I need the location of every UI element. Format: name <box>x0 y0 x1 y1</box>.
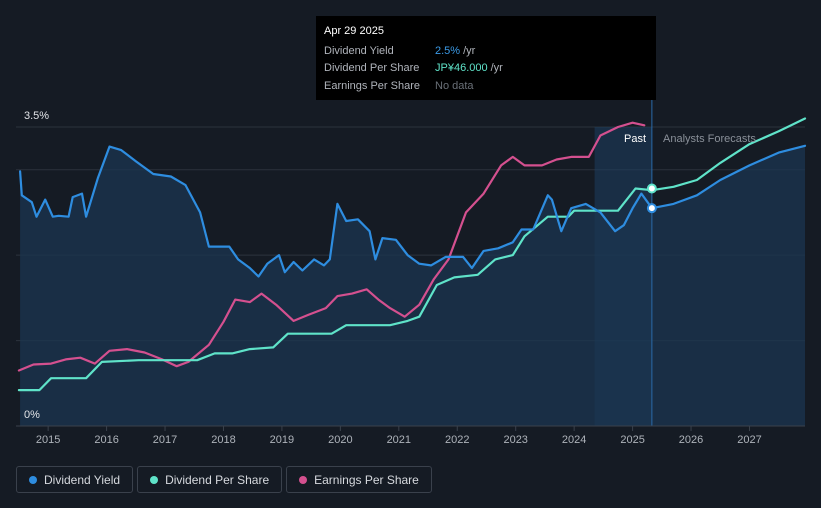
tooltip-row-dividend-per-share: Dividend Per Share JP¥46.000 /yr <box>324 60 648 78</box>
legend-item-dividend-yield[interactable]: Dividend Yield <box>16 466 134 493</box>
x-axis-ticks: 2015 2016 2017 2018 2019 2020 2021 2022 2023 2024… <box>36 426 762 446</box>
x-tick-label: 2021 <box>387 434 411 446</box>
legend-label: Dividend Per Share <box>165 472 270 487</box>
legend-label: Dividend Yield <box>44 472 121 487</box>
x-tick-label: 2024 <box>562 434 586 446</box>
x-tick-label: 2023 <box>503 434 527 446</box>
legend-dot-icon <box>150 475 159 484</box>
tooltip-value: 2.5% <box>435 44 461 57</box>
tooltip-date: Apr 29 2025 <box>324 25 384 37</box>
dividend-yield-line <box>19 144 807 278</box>
legend-dot-icon <box>299 475 308 484</box>
legend-item-earnings-per-share[interactable]: Earnings Per Share <box>286 466 432 493</box>
x-tick-label: 2025 <box>620 434 644 446</box>
x-tick-label: 2020 <box>328 434 352 446</box>
dividend-per-share-line <box>17 117 807 392</box>
tooltip: Apr 29 2025 Dividend Yield 2.5% /yr Divi… <box>316 16 656 100</box>
x-tick-label: 2018 <box>211 434 235 446</box>
x-tick-label: 2026 <box>679 434 703 446</box>
legend-dot-icon <box>29 475 37 484</box>
x-tick-label: 2017 <box>153 434 177 446</box>
tooltip-row-dividend-yield: Dividend Yield 2.5% /yr <box>324 42 648 60</box>
tooltip-unit: /yr <box>490 62 503 75</box>
past-label: Past <box>624 133 646 145</box>
tooltip-label: Dividend Per Share <box>324 62 420 75</box>
x-tick-label: 2027 <box>737 434 761 446</box>
dividend-yield-marker <box>646 203 657 214</box>
tooltip-value: No data <box>435 79 474 92</box>
x-tick-label: 2015 <box>36 434 60 446</box>
hover-markers <box>646 183 657 214</box>
x-tick-label: 2016 <box>94 434 118 446</box>
legend: Dividend Yield Dividend Per Share Earnin… <box>16 466 432 493</box>
tooltip-value: JP¥46.000 <box>435 62 488 75</box>
x-tick-label: 2022 <box>445 434 469 446</box>
analysts-forecasts-label: Analysts Forecasts <box>663 133 756 145</box>
tooltip-row-earnings-per-share: Earnings Per Share No data <box>324 77 648 95</box>
legend-label: Earnings Per Share <box>314 472 419 487</box>
x-tick-label: 2019 <box>270 434 294 446</box>
tooltip-label: Earnings Per Share <box>324 79 420 92</box>
y-axis-top-label: 3.5% <box>24 110 49 122</box>
dividend-per-share-marker <box>646 183 657 194</box>
tooltip-unit: /yr <box>463 44 476 57</box>
dividend-yield-area <box>20 145 806 427</box>
legend-item-dividend-per-share[interactable]: Dividend Per Share <box>137 466 283 493</box>
earnings-per-share-line <box>17 121 646 372</box>
tooltip-label: Dividend Yield <box>324 44 394 57</box>
y-axis-bottom-label: 0% <box>24 409 40 421</box>
